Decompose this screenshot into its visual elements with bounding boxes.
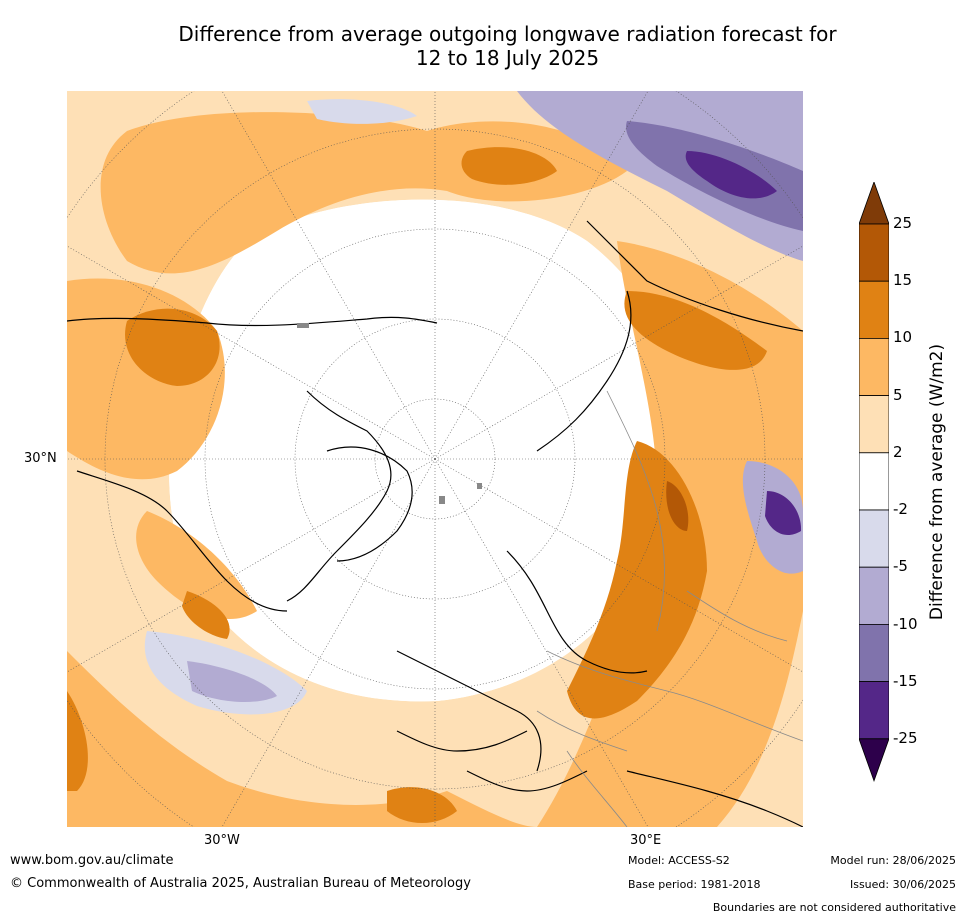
map-panel[interactable] — [67, 91, 803, 827]
region-lilac-pacific-core — [187, 661, 277, 703]
ice-patches — [297, 323, 482, 504]
footer-disclaimer: Boundaries are not considered authoritat… — [712, 901, 956, 914]
colorbar-segment — [858, 681, 890, 740]
footer-model: Model: ACCESS-S2 — [628, 854, 730, 867]
colorbar-tick-10: 10 — [893, 328, 913, 346]
country-borders — [536, 390, 803, 827]
region-purple-northeast-deep — [685, 151, 777, 199]
coastlines — [67, 220, 803, 827]
colorbar-tick-25: 25 — [893, 214, 913, 232]
footer-issued: Issued: 30/06/2025 — [849, 878, 956, 891]
map-canvas — [67, 91, 803, 827]
colorbar-extend-top — [858, 180, 890, 225]
colorbar-tick-neg25: -25 — [893, 729, 918, 747]
colorbar-extend-bottom — [858, 738, 890, 782]
colorbar-tick-neg5: -5 — [893, 557, 908, 575]
footer-website-link[interactable]: www.bom.gov.au/climate — [10, 853, 174, 868]
region-darkest-orange-1 — [666, 481, 689, 531]
longitude-label-30w: 30°W — [204, 833, 240, 848]
colorbar-tick-5: 5 — [893, 386, 903, 404]
region-lavender-northpole — [307, 99, 417, 124]
colorbar-segment — [858, 509, 890, 568]
colorbar-segment — [858, 395, 890, 454]
colorbar — [858, 180, 890, 782]
colorbar-segment — [858, 566, 890, 625]
colorbar-segment — [858, 337, 890, 396]
latitude-label-30n: 30°N — [24, 451, 57, 466]
colorbar-tick-15: 15 — [893, 271, 913, 289]
colorbar-segment — [858, 223, 890, 282]
region-dark-orange-1 — [125, 308, 220, 386]
colorbar-segment — [858, 280, 890, 339]
colorbar-segment — [858, 452, 890, 511]
colorbar-tick-2: 2 — [893, 443, 903, 461]
region-dark-orange-2 — [461, 147, 557, 185]
region-dark-orange-7 — [387, 787, 457, 823]
title-line-2: 12 to 18 July 2025 — [415, 46, 600, 70]
colorbar-graphic — [858, 180, 890, 782]
colorbar-tick-neg2: -2 — [893, 500, 908, 518]
chart-title: Difference from average outgoing longwav… — [70, 22, 945, 70]
region-dark-orange-6 — [182, 591, 230, 639]
colorbar-title-text: Difference from average (W/m2) — [927, 343, 947, 621]
title-line-1: Difference from average outgoing longwav… — [178, 22, 837, 46]
region-dark-orange-3 — [624, 291, 767, 370]
region-purple-east-core — [765, 491, 802, 536]
longitude-label-30e: 30°E — [630, 833, 662, 848]
footer-base-period: Base period: 1981-2018 — [628, 878, 761, 891]
colorbar-tick-neg15: -15 — [893, 672, 918, 690]
footer-model-run: Model run: 28/06/2025 — [830, 854, 956, 867]
region-dark-orange-5 — [67, 691, 88, 791]
footer-copyright: © Commonwealth of Australia 2025, Austra… — [10, 876, 471, 891]
region-orange-southwest — [67, 651, 537, 827]
graticule — [67, 91, 803, 827]
colorbar-tick-neg10: -10 — [893, 615, 918, 633]
colorbar-segment — [858, 623, 890, 682]
region-orange-atlantic — [136, 511, 257, 620]
